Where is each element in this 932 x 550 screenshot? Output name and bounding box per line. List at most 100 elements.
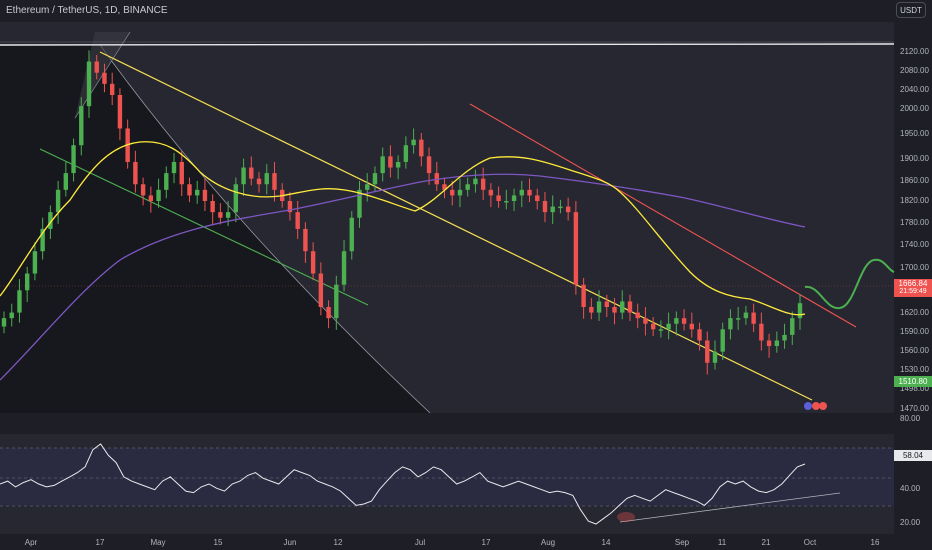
candle-body [589,307,594,313]
time-tick-label: May [150,538,165,547]
event-marker-icon[interactable] [812,402,820,410]
channel-lower-line [99,51,813,401]
event-marker-icon[interactable] [819,402,827,410]
candle-body [728,318,733,330]
candle-body [457,189,463,196]
candle-body [9,312,14,319]
symbol-title[interactable]: Ethereum / TetherUS, 1D, BINANCE [6,5,168,16]
candle-body [681,318,687,324]
candle-body [357,189,362,218]
candle-body [372,173,378,185]
time-tick-label: Oct [804,538,817,547]
candle-body [450,189,455,196]
candle-body [627,301,633,313]
candle-body [581,284,586,307]
rsi-line [0,443,806,525]
time-tick-label: Apr [25,538,38,547]
candle-body [720,329,725,352]
candle-body [650,323,656,330]
price-tick-label: 1530.00 [900,365,929,374]
candle-body [195,189,200,196]
candle-body [442,184,447,190]
time-tick-label: 14 [602,538,611,547]
candle-body [71,145,76,174]
candle-body [334,284,339,319]
candle-body [797,303,803,319]
candle-body [102,72,107,84]
candle-body [249,167,254,179]
candle-body [164,173,169,190]
candle-body [604,301,609,307]
candle-body [542,201,548,213]
candle-body [202,189,208,201]
price-axis[interactable]: 2120.00 2080.00 2040.00 2000.00 1950.00 1900.… [900,47,929,413]
candle-body [326,307,331,319]
candle-body [63,173,69,190]
candle-body [504,201,509,203]
candle-body [473,178,478,185]
rsi-tick-label: 80.00 [900,414,921,423]
price-tick-label: 2080.00 [900,66,929,75]
candle-body [620,301,625,313]
candle-body [17,290,22,313]
time-tick-label: Jun [284,538,297,547]
time-tick-label: 17 [96,538,105,547]
candle-body [759,323,764,341]
candle-body [535,195,540,201]
candle-body [488,189,494,196]
candle-body [782,334,787,341]
price-tick-label: 1620.00 [900,308,929,317]
candle-body [365,184,370,190]
channel-upper-line [469,103,857,328]
countdown-timer: 21:59:49 [899,288,927,295]
candle-body [272,173,277,190]
time-tick-label: 11 [718,538,727,547]
candles [1,50,803,375]
price-tick-label: 2120.00 [900,47,929,56]
rsi-tick-label: 20.00 [900,518,921,527]
candle-body [550,206,555,213]
price-tick-label: 2000.00 [900,104,929,113]
current-price-value: 1666.84 [898,279,928,288]
fast-moving-average [0,141,806,316]
candle-body [225,212,231,218]
price-tick-label: 1820.00 [900,196,929,205]
candle-body [403,145,409,162]
rsi-axis[interactable]: 80.00 40.00 20.00 [900,414,921,527]
candle-body [187,184,192,196]
candle-body [565,206,571,213]
candle-body [133,161,138,185]
price-tick-label: 1498.00 [900,384,929,393]
resistance-line [0,43,895,46]
price-tick-label: 1590.00 [900,327,929,336]
candle-body [55,189,61,213]
candle-body [519,189,524,196]
price-tick-label: 2040.00 [900,85,929,94]
candle-body [24,273,30,291]
currency-button[interactable]: USDT [896,2,926,18]
candle-body [774,340,780,347]
time-axis[interactable]: Apr 17 May 15 Jun 12 Jul 17 Aug 14 Sep 11 21 Oct 16 [25,538,880,547]
candle-body [411,139,416,146]
candle-body [666,323,671,330]
candle-body [511,195,517,201]
price-tick-label: 1700.00 [900,263,929,272]
candle-body [596,301,602,313]
event-marker-icon[interactable] [804,402,812,410]
candle-body [256,178,262,185]
candle-body [109,83,115,95]
candle-body [743,312,749,319]
slow-moving-average [0,173,806,381]
candle-body [496,195,501,201]
candle-body [380,156,385,174]
rsi-oversold-highlight [617,512,635,522]
candle-body [480,178,486,190]
candle-body [48,212,53,229]
price-tick-label: 1740.00 [900,240,929,249]
candle-body [86,61,92,107]
event-markers[interactable] [804,402,827,410]
level-price-tag: 1510.80 [894,376,932,387]
candle-body [156,189,161,201]
candle-body [295,212,300,229]
